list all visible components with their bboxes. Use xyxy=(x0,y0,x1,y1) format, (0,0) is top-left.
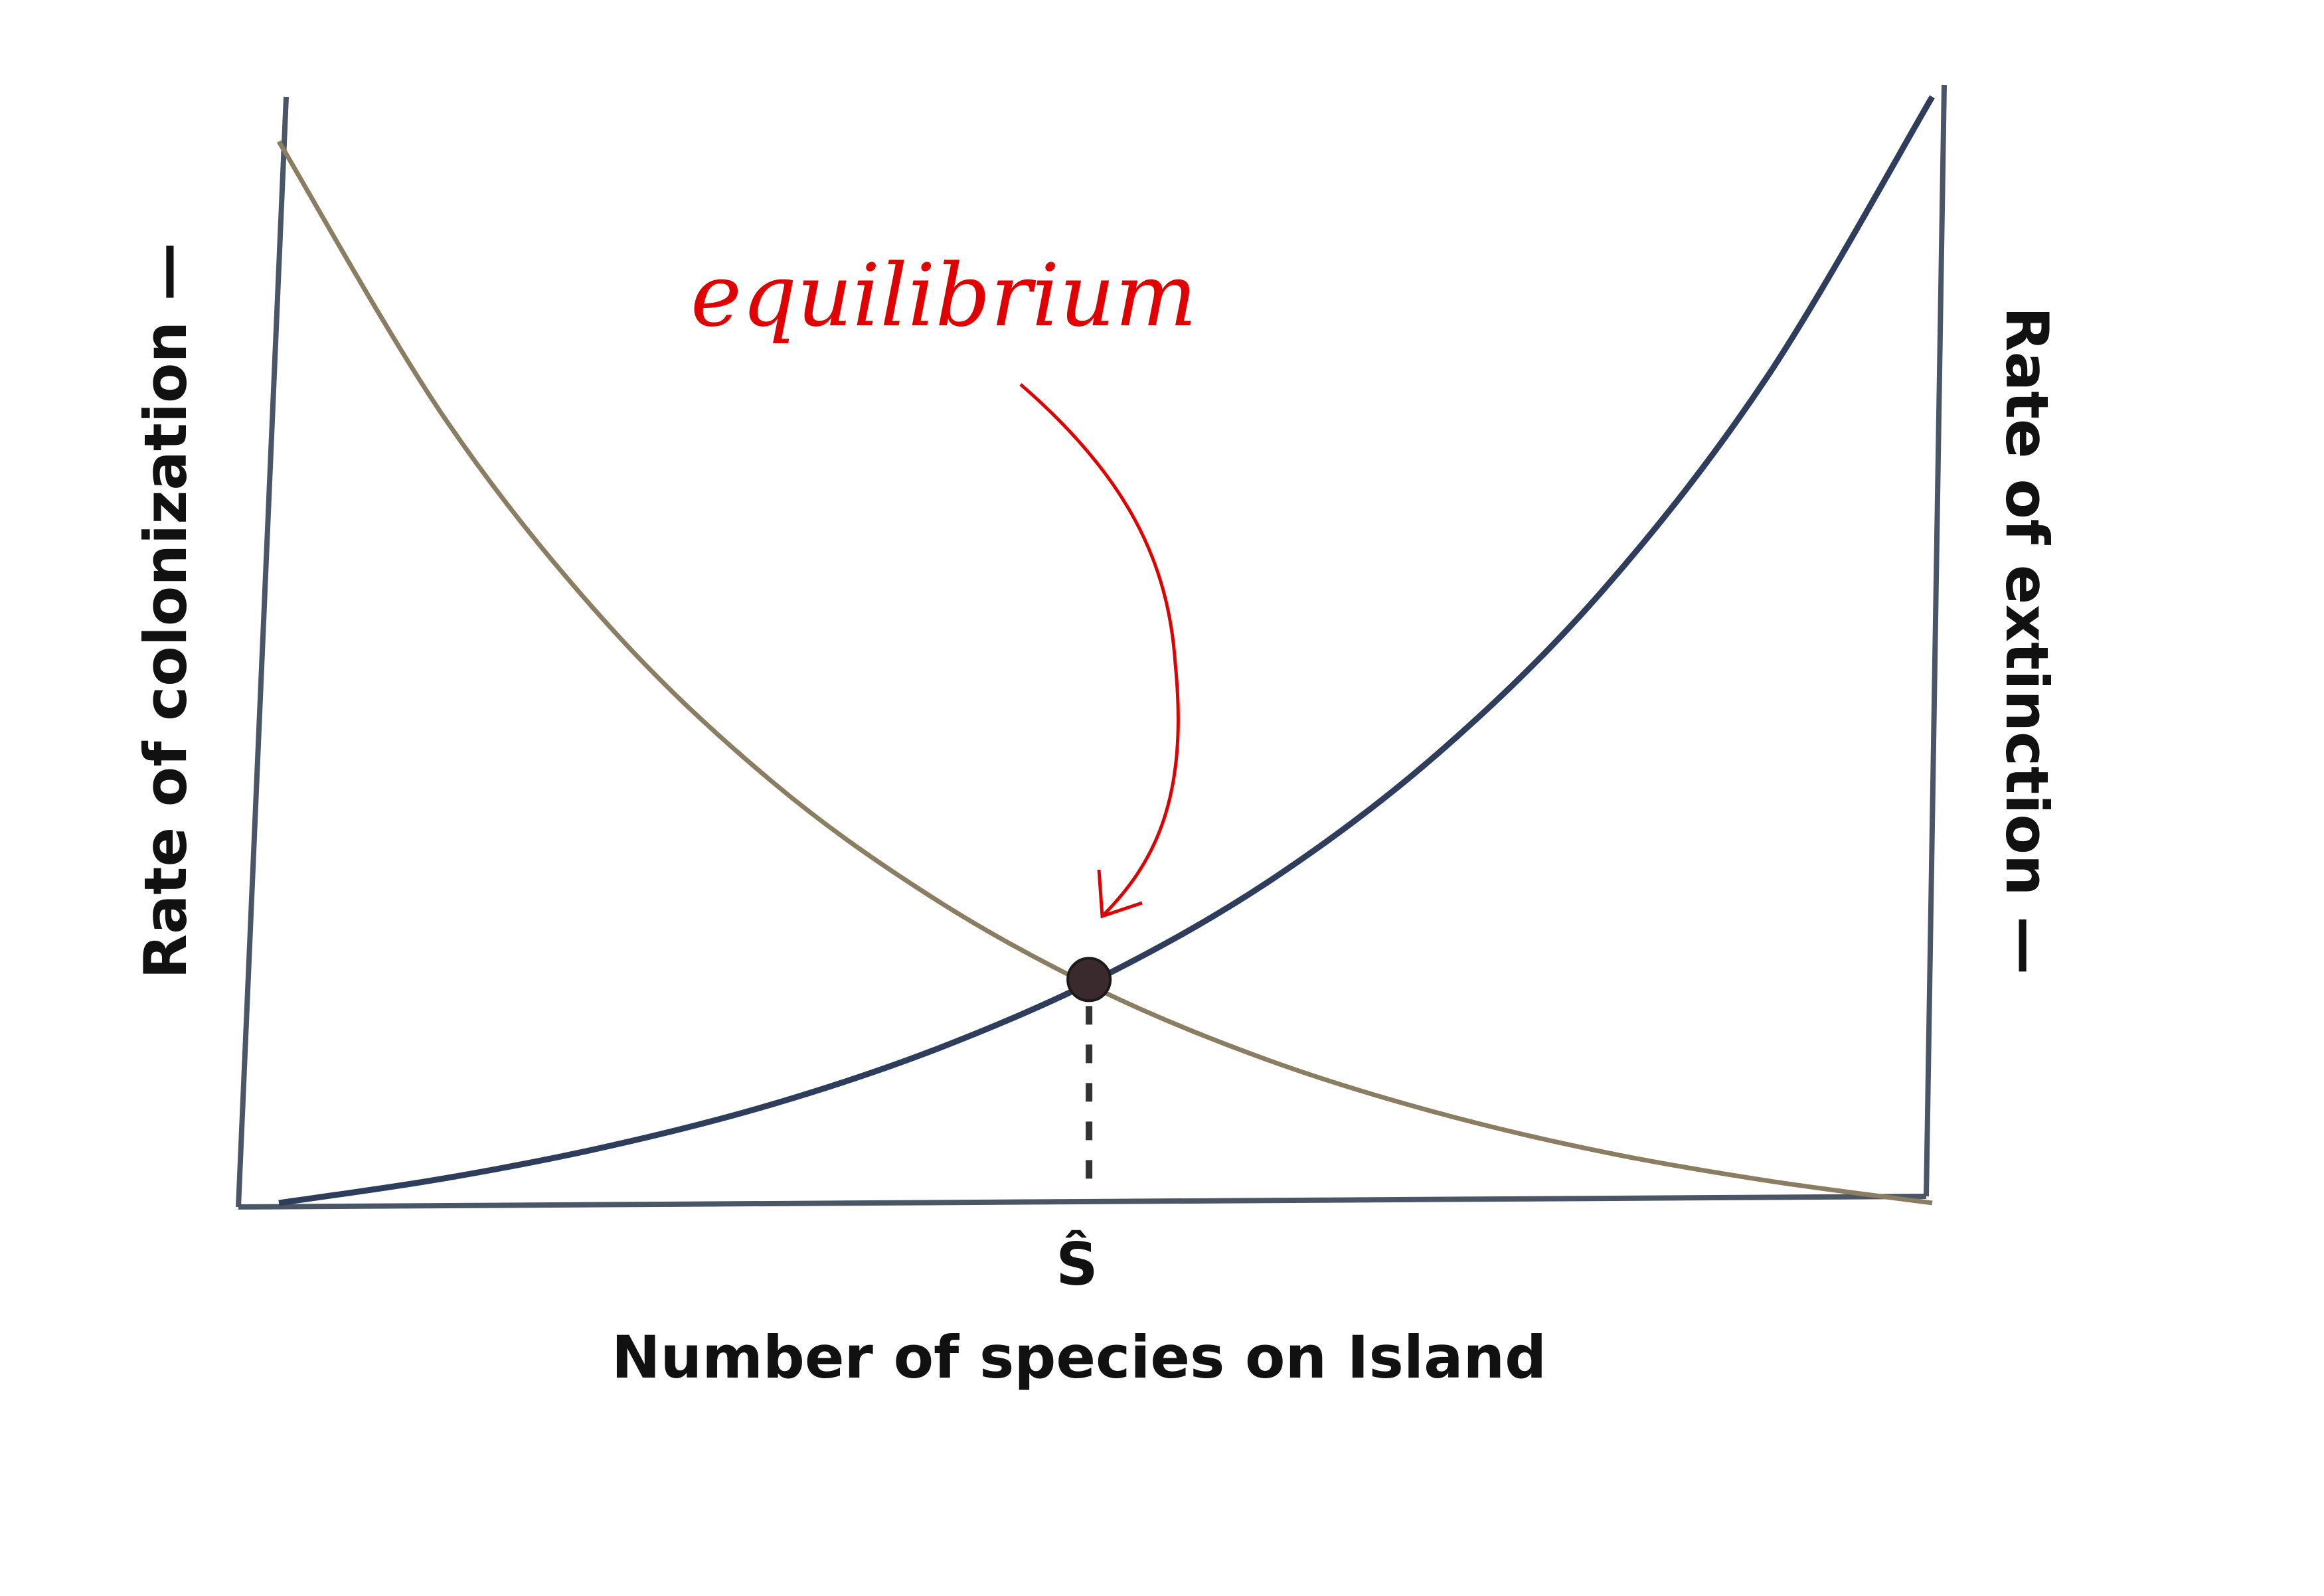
right-y-axis-label: Rate of extinction — xyxy=(1993,307,2061,975)
equilibrium-point xyxy=(1066,957,1112,1002)
annotation-arrow xyxy=(1019,383,1180,919)
x-tick-s-hat: Ŝ xyxy=(1056,1230,1098,1299)
left-axis xyxy=(236,96,289,1208)
x-axis xyxy=(238,1194,1927,1210)
colonization-curve xyxy=(276,140,1933,1206)
right-axis xyxy=(1924,84,1947,1197)
equilibrium-annotation: equilibrium xyxy=(691,245,1197,346)
axes xyxy=(236,84,1947,1210)
extinction-curve xyxy=(278,95,1935,1206)
left-y-axis-label: Rate of colonization — xyxy=(131,242,200,979)
x-axis-label: Number of species on Island xyxy=(612,1323,1546,1392)
